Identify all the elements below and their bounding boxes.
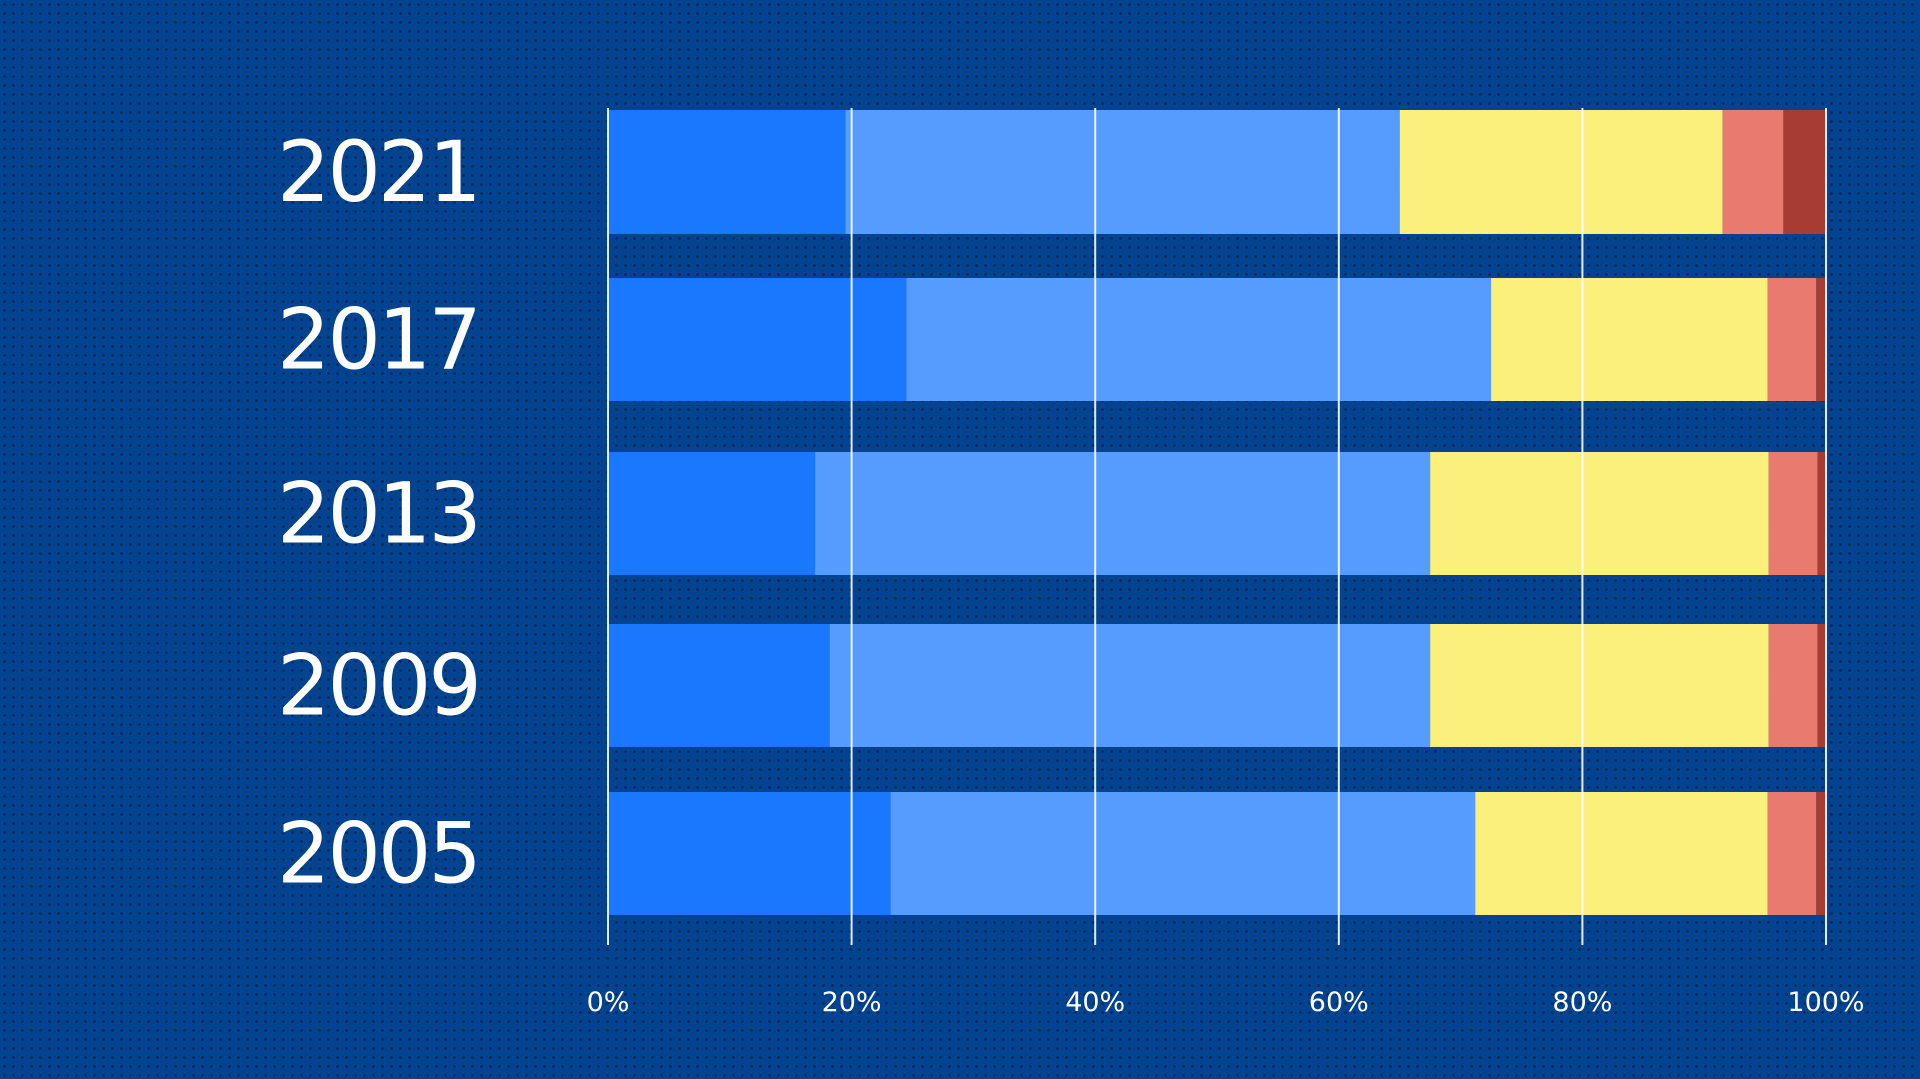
bar-segment-2021-4 (1722, 110, 1784, 234)
gridlines-layer (607, 108, 1827, 945)
category-label-2005: 2005 (277, 805, 479, 903)
bar-segment-2005-3 (1475, 792, 1768, 915)
x-tick-label-100%: 100% (1787, 987, 1864, 1018)
bar-segment-2013-4 (1768, 452, 1818, 575)
bar-segment-2005-5 (1816, 792, 1826, 915)
bar-segment-2005-4 (1767, 792, 1817, 915)
bar-segment-2009-1 (608, 624, 830, 747)
bar-segment-2017-4 (1767, 278, 1817, 401)
bar-segment-2017-3 (1491, 278, 1768, 401)
bar-segment-2009-3 (1430, 624, 1769, 747)
bar-segment-2017-1 (608, 278, 907, 401)
category-label-2017: 2017 (277, 291, 479, 389)
bar-segment-2021-3 (1399, 110, 1723, 234)
x-tick-label-0%: 0% (587, 987, 630, 1018)
bar-segment-2013-2 (815, 452, 1431, 575)
bar-segment-2009-4 (1768, 624, 1818, 747)
bar-segment-2021-2 (845, 110, 1400, 234)
bar-segment-2005-2 (890, 792, 1476, 915)
x-tick-label-40%: 40% (1065, 987, 1125, 1018)
bars-layer (608, 110, 1826, 915)
category-label-2021: 2021 (277, 123, 479, 221)
category-label-2009: 2009 (277, 637, 479, 735)
bar-segment-2009-2 (829, 624, 1431, 747)
bar-segment-2021-5 (1783, 110, 1826, 234)
bar-segment-2021-1 (608, 110, 846, 234)
bar-segment-2013-3 (1430, 452, 1769, 575)
x-tick-label-20%: 20% (822, 987, 882, 1018)
bar-segment-2005-1 (608, 792, 891, 915)
x-tick-label-60%: 60% (1309, 987, 1369, 1018)
x-tick-label-80%: 80% (1552, 987, 1612, 1018)
bar-segment-2017-5 (1816, 278, 1826, 401)
category-label-2013: 2013 (277, 465, 479, 563)
bar-segment-2009-5 (1817, 624, 1826, 747)
category-labels: 2021 2017 2013 2009 2005 (277, 123, 482, 903)
x-axis-tick-labels: 0% 20% 40% 60% 80% 100% (587, 987, 1865, 1018)
bar-segment-2017-2 (906, 278, 1492, 401)
bar-segment-2013-1 (608, 452, 816, 575)
bar-segment-2013-5 (1817, 452, 1826, 575)
